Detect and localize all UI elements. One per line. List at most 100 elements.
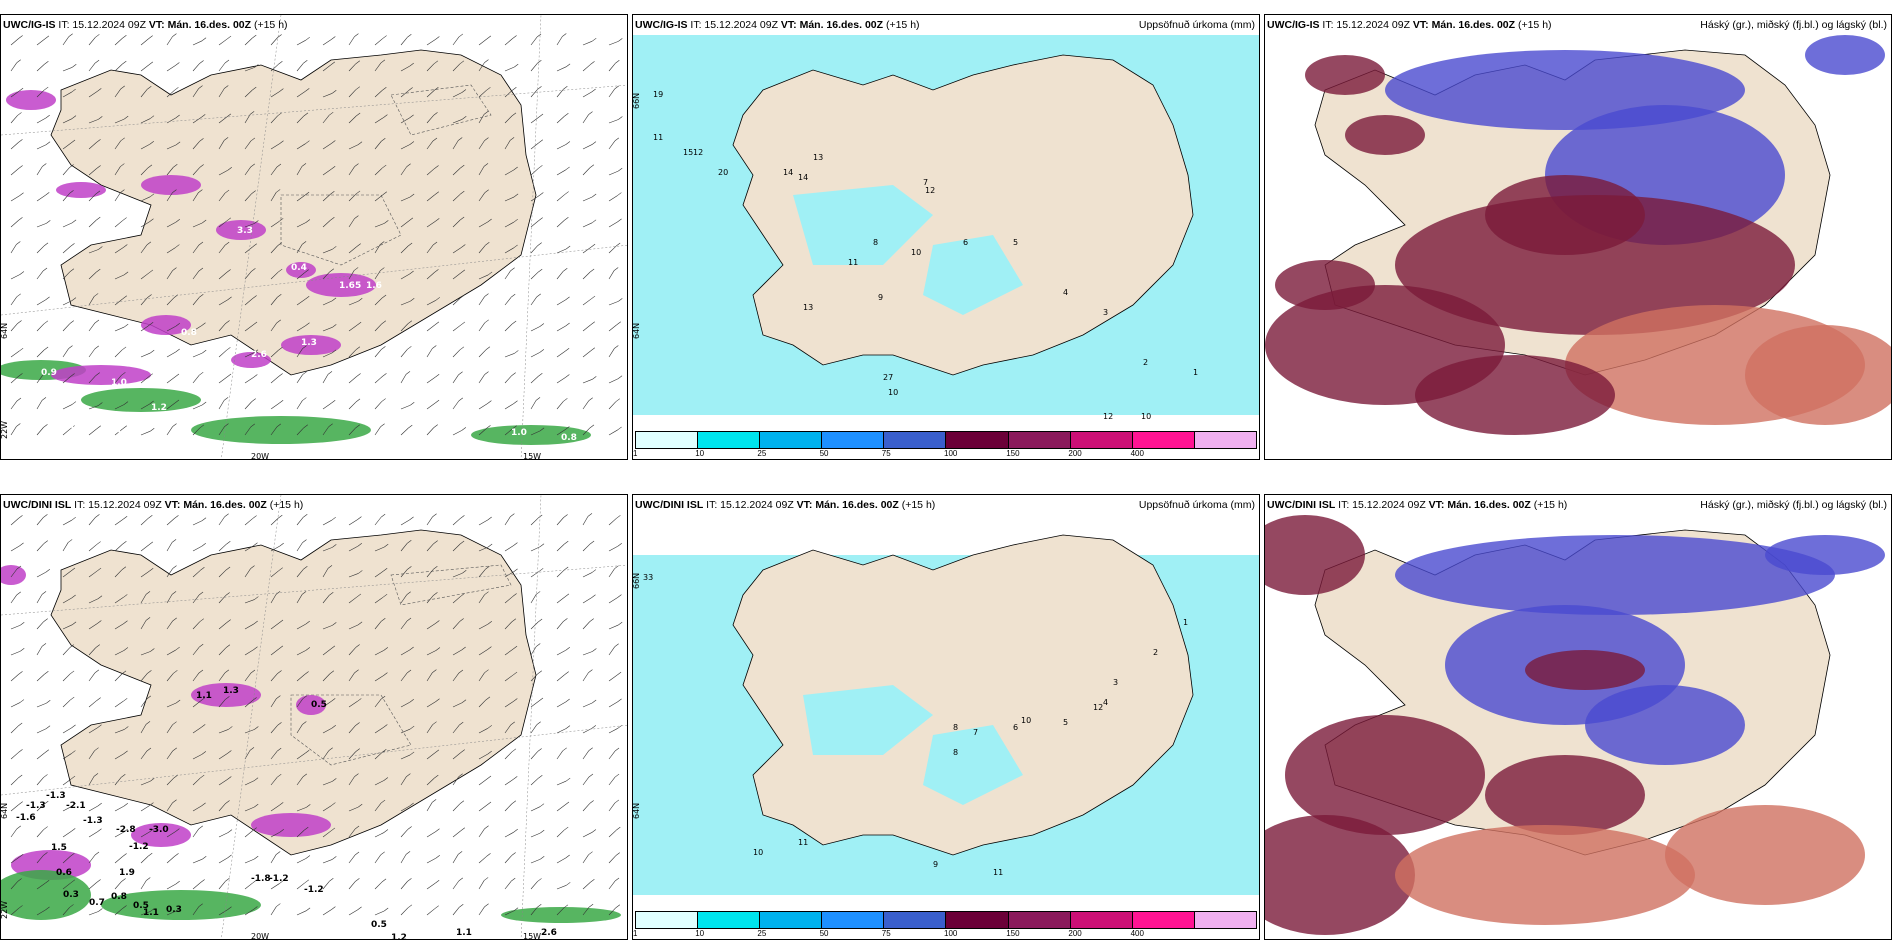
value-label: 11 [798, 838, 808, 847]
panel-title: Háský (gr.), miðský (fj.bl.) og lágský (… [1700, 19, 1887, 31]
wind-barb [244, 67, 255, 72]
wind-barb [478, 728, 488, 734]
wind-barb [62, 907, 70, 916]
wind-barb [426, 90, 435, 98]
wind-barb [504, 270, 511, 280]
wind-barb-flag [18, 35, 23, 39]
wind-barb [608, 829, 617, 838]
wind-barb [192, 777, 201, 786]
wind-barb [244, 649, 254, 656]
cloud-high [1285, 715, 1485, 835]
wind-barb [62, 167, 70, 176]
wind-barb [140, 403, 150, 410]
wind-barb-flag [434, 321, 440, 326]
wind-barb [166, 221, 176, 228]
colorbar-swatch [1070, 432, 1133, 448]
value-label: 2 [1143, 358, 1148, 367]
wind-barb [218, 569, 227, 578]
wind-barb-flag [123, 647, 129, 651]
wind-barb [36, 674, 45, 682]
wind-barb [322, 93, 333, 98]
wind-barb [556, 401, 564, 410]
iceland-land [50, 49, 537, 376]
wind-barb-flag [380, 513, 386, 518]
wind-barb [348, 246, 357, 254]
wind-barb [88, 700, 97, 708]
wind-barb-flag [357, 516, 362, 520]
wind-barb-flag [384, 543, 389, 548]
wind-barb-flag [565, 725, 571, 729]
wind-barb [218, 753, 228, 760]
value-label: 7 [923, 178, 928, 187]
wind-barb [244, 401, 252, 410]
wind-barb [556, 194, 565, 202]
wind-barb-flag [565, 296, 570, 301]
wind-barb-flag [175, 114, 180, 119]
wind-barb [608, 195, 618, 202]
wind-barb [62, 806, 72, 812]
wind-barb [296, 39, 306, 46]
wind-barb-flag [175, 141, 181, 146]
wind-barb-flag [122, 515, 128, 520]
wind-barb-flag [226, 269, 231, 273]
wind-barb [270, 883, 280, 890]
wind-barb [140, 544, 150, 552]
wind-barb [192, 828, 200, 838]
wind-barb [478, 804, 488, 812]
wind-barb [504, 323, 513, 332]
wind-barb-flag [408, 87, 413, 91]
wind-barb [140, 118, 151, 124]
wind-barb-flag [305, 907, 311, 912]
wind-barb-flag [382, 373, 387, 377]
wind-barb [114, 569, 123, 578]
value-label: -1.6 [16, 813, 36, 823]
wind-barb-flag [71, 297, 77, 301]
wind-barb [400, 144, 411, 150]
wind-barb [478, 753, 488, 760]
wind-barb-flag [46, 700, 51, 704]
wind-barb-flag [44, 800, 49, 805]
wind-barb [10, 376, 19, 384]
wind-barb [270, 426, 278, 436]
wind-barb-flag [435, 855, 440, 859]
wind-barb-flag [355, 878, 360, 882]
wind-barb [374, 832, 385, 838]
wind-barb-flag [121, 346, 127, 351]
wind-barb [504, 296, 512, 306]
wind-barb [114, 856, 123, 864]
colorbar-tick: 10 [695, 449, 705, 458]
wind-barb-flag [148, 373, 153, 377]
wind-barb-flag [227, 750, 232, 754]
wind-barb-flag [252, 827, 257, 831]
wind-barb [62, 36, 69, 46]
wind-barb-flag [328, 423, 333, 427]
wind-barb [608, 545, 618, 552]
wind-barb-flag [123, 828, 128, 833]
wind-barb [400, 117, 410, 124]
wind-barb [322, 403, 332, 410]
wind-barb [36, 299, 46, 306]
wind-barb-flag [357, 543, 363, 547]
wind-barb [270, 192, 277, 202]
wind-barb-flag [199, 618, 205, 622]
wind-barb-flag [18, 347, 24, 352]
wind-barb-flag [122, 425, 127, 429]
precip-blob [141, 175, 201, 195]
wind-barb-flag [45, 296, 50, 301]
wind-barb [348, 647, 356, 656]
wind-barb-flag [150, 777, 155, 782]
colorbar [635, 911, 1257, 929]
precip-blob [286, 262, 316, 278]
wind-barb [582, 702, 593, 708]
wind-barb [374, 117, 384, 124]
wind-barb [426, 569, 434, 578]
wind-barb [452, 830, 462, 838]
wind-barb [218, 909, 228, 916]
wind-barb-flag [461, 427, 467, 431]
wind-barb-flag [432, 669, 437, 673]
wind-barb-flag [510, 513, 515, 517]
wind-barb-flag [150, 648, 155, 652]
wind-barb-flag [538, 217, 543, 221]
value-label: 0.8 [561, 433, 577, 443]
wind-barb-flag [566, 882, 571, 886]
